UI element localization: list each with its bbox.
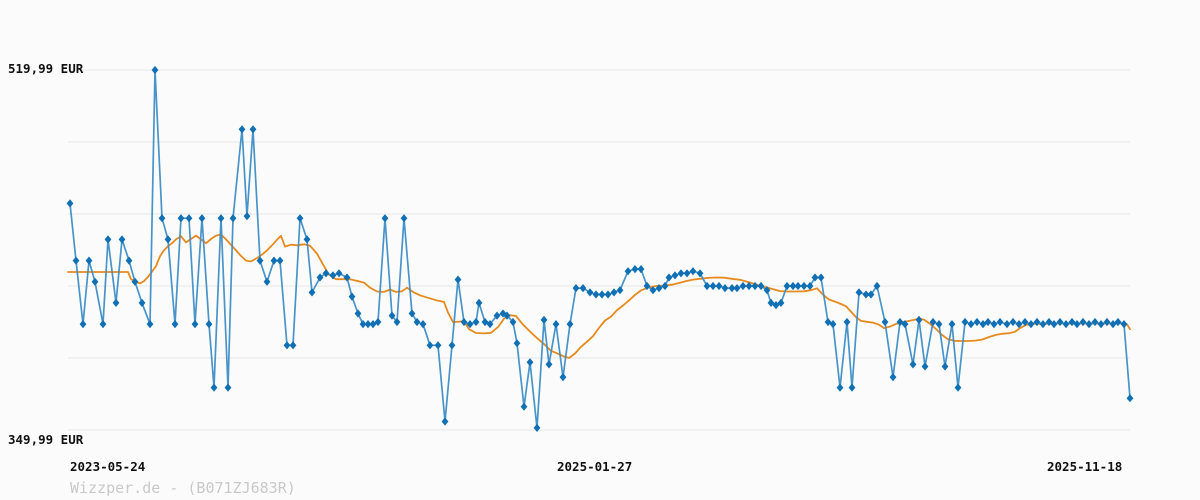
y-axis-max-label: 519,99 EUR — [8, 61, 84, 76]
x-tick-label-start: 2023-05-24 — [70, 459, 146, 474]
y-axis-min-label: 349,99 EUR — [8, 432, 84, 447]
x-tick-label-mid: 2025-01-27 — [557, 459, 633, 474]
price-line — [69, 69, 1131, 429]
price-markers — [66, 65, 1134, 433]
x-tick-label-end: 2025-11-18 — [1047, 459, 1123, 474]
watermark: Wizzper.de - (B071ZJ683R) — [70, 479, 296, 497]
average-line — [67, 233, 1131, 359]
